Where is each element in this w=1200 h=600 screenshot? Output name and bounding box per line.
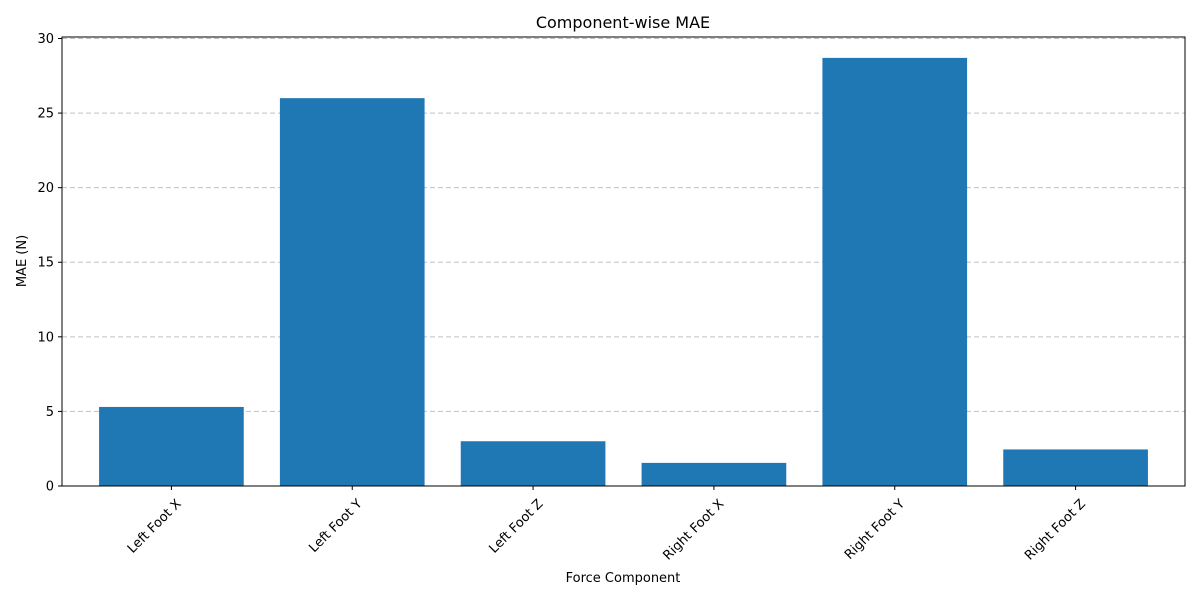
y-tick-label: 5: [46, 405, 54, 420]
y-tick-label: 10: [37, 330, 54, 345]
y-ticks-layer: 0 5 10 15 20 25 30: [37, 32, 62, 495]
bar-right-foot-x: [641, 462, 787, 486]
y-tick-label: 30: [37, 32, 54, 47]
y-tick-label: 0: [46, 480, 54, 495]
bar-left-foot-y: [279, 98, 425, 486]
bars-layer: [99, 57, 1148, 486]
x-axis-label: Force Component: [566, 571, 681, 586]
y-tick-label: 25: [37, 107, 54, 122]
bar-left-foot-x: [99, 406, 244, 486]
plot-frame: [61, 36, 1186, 487]
y-axis-label: MAE (N): [15, 235, 30, 287]
chart-title: Component-wise MAE: [536, 13, 710, 32]
bar-right-foot-z: [1003, 449, 1148, 486]
y-tick-label: 20: [37, 181, 54, 196]
bar-right-foot-y: [822, 57, 968, 486]
y-tick-label: 15: [37, 256, 54, 271]
bar-left-foot-z: [460, 441, 606, 486]
